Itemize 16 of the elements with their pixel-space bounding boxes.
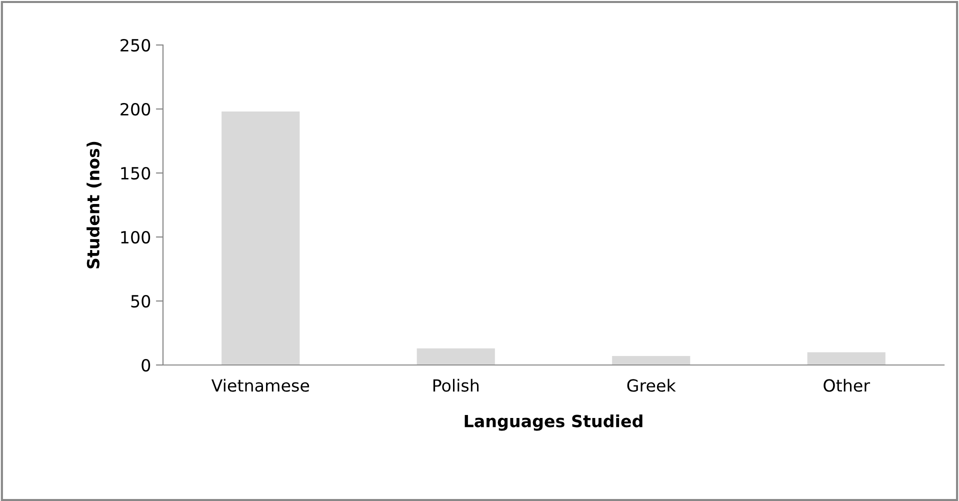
x-tick-label: Greek: [627, 378, 676, 392]
y-axis-title: Student (nos): [86, 142, 102, 268]
x-tick-label: Vietnamese: [211, 378, 310, 392]
x-tick-label: Polish: [433, 378, 479, 392]
y-tick-label: 200: [120, 102, 150, 116]
bar: [416, 348, 495, 365]
x-tick-label: Other: [824, 378, 870, 392]
y-tick-label: 0: [142, 358, 150, 372]
bar: [612, 356, 690, 365]
y-tick-label: 50: [131, 294, 150, 308]
y-tick-label: 150: [121, 166, 150, 180]
bar: [807, 352, 886, 365]
y-tick-label: 250: [120, 38, 150, 52]
bar: [222, 112, 300, 365]
x-axis-title: Languages Studied: [464, 414, 642, 431]
y-tick-label: 100: [121, 230, 150, 244]
